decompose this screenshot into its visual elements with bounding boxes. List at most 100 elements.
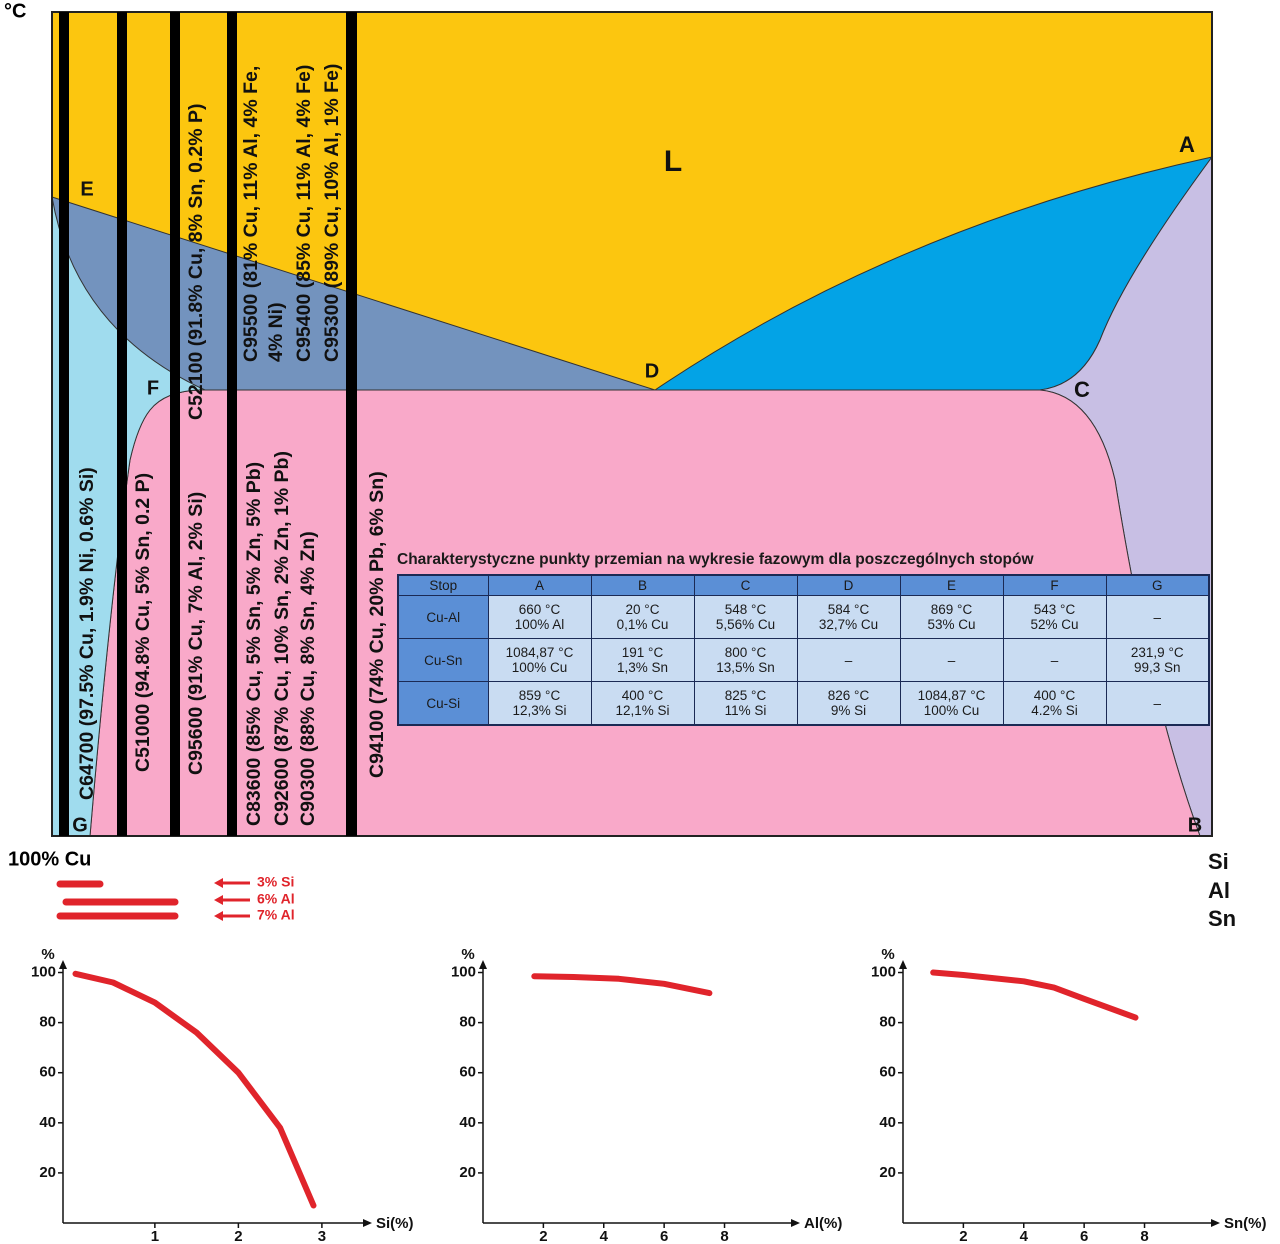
- point-label: E: [80, 178, 93, 200]
- data-cell: 231,9 °C 99,3 Sn: [1105, 638, 1210, 682]
- row-header-cell: Cu-Al: [397, 595, 489, 639]
- y-axis-arrow: [899, 960, 907, 969]
- alloy-label: C95400 (85% Cu, 11% Al, 4% Fe): [293, 65, 315, 362]
- alloy-label: 4% Ni): [265, 302, 287, 362]
- y-axis-arrow: [59, 960, 67, 969]
- cell-line: 32,7% Cu: [818, 617, 879, 632]
- cell-line: 584 °C: [827, 602, 870, 617]
- cell-line: Cu-Al: [426, 609, 461, 625]
- point-label: B: [1188, 814, 1202, 836]
- cell-line: 5,56% Cu: [715, 617, 776, 632]
- header-cell: A: [487, 574, 592, 596]
- cell-line: 52% Cu: [1030, 617, 1079, 632]
- x-axis-arrow: [791, 1219, 800, 1227]
- unit-label: °C: [4, 0, 26, 22]
- addition-label: 3% Si: [257, 874, 294, 890]
- cell-line: 800 °C: [724, 645, 767, 660]
- cell-line: 548 °C: [724, 602, 767, 617]
- y-tick-label: 80: [459, 1014, 476, 1031]
- x-tick-label: 2: [234, 1228, 242, 1244]
- header-cell: E: [899, 574, 1004, 596]
- alloy-bar: [170, 12, 180, 836]
- table-block: Charakterystyczne punkty przemian na wyk…: [397, 548, 1210, 726]
- data-cell: –: [1105, 681, 1210, 726]
- cell-line: 0,1% Cu: [616, 617, 669, 632]
- data-cell: 660 °C 100% Al: [487, 595, 592, 639]
- y-tick-label: 80: [879, 1014, 896, 1031]
- y-tick-label: 20: [879, 1164, 896, 1181]
- x-tick-label: 8: [1140, 1228, 1148, 1244]
- y-tick-label: 100: [871, 963, 896, 980]
- table-row: Cu-Al 660 °C 100% Al 20 °C 0,1% Cu 548 °C 5,56…: [397, 595, 1210, 639]
- cell-line: 400 °C: [621, 688, 664, 703]
- cell-line: 826 °C: [827, 688, 870, 703]
- x-tick-label: 6: [1080, 1228, 1088, 1244]
- alloy-bar: [227, 12, 237, 836]
- data-cell: 1084,87 °C 100% Cu: [487, 638, 592, 682]
- cell-line: Cu-Si: [426, 695, 461, 711]
- alloy-label: C52100 (91.8% Cu, 8% Sn, 0.2% P): [185, 104, 207, 420]
- y-axis-arrow: [479, 960, 487, 969]
- cell-line: 12,3% Si: [512, 703, 567, 718]
- y-tick-label: 40: [39, 1114, 56, 1131]
- addition-arrow-head: [214, 911, 223, 921]
- y-axis-label: %: [41, 946, 54, 963]
- cell-line: 191 °C: [621, 645, 664, 660]
- header-cell: Stop: [397, 574, 489, 596]
- data-cell: 400 °C 4.2% Si: [1002, 681, 1107, 726]
- element-label: Sn: [1208, 906, 1236, 931]
- y-tick-label: 60: [39, 1064, 56, 1081]
- data-line: [531, 973, 713, 997]
- data-cell: –: [1002, 638, 1107, 682]
- data-cell: 800 °C 13,5% Sn: [693, 638, 798, 682]
- addition-arrow-head: [214, 878, 223, 888]
- cell-line: 869 °C: [930, 602, 973, 617]
- alloy-bar: [117, 12, 127, 836]
- cell-line: –: [947, 652, 956, 668]
- cell-line: 20 °C: [625, 602, 660, 617]
- header-cell: D: [796, 574, 901, 596]
- cell-line: 1084,87 °C: [917, 688, 986, 703]
- cell-line: 53% Cu: [927, 617, 976, 632]
- x-tick-label: 4: [600, 1228, 609, 1244]
- data-cell: 1084,87 °C 100% Cu: [899, 681, 1004, 726]
- element-label: Al: [1208, 878, 1230, 903]
- y-tick-label: 40: [879, 1114, 896, 1131]
- alloy-label: C92600 (87% Cu, 10% Sn, 2% Zn, 1% Pb): [271, 451, 293, 826]
- x-tick-label: 3: [318, 1228, 326, 1244]
- alloy-label: C94100 (74% Cu, 20% Pb, 6% Sn): [366, 471, 388, 778]
- cell-line: –: [1153, 695, 1161, 711]
- point-label: A: [1179, 132, 1195, 157]
- x-tick-label: 6: [660, 1228, 668, 1244]
- alloy-label: C51000 (94.8% Cu, 5% Sn, 0.2 P): [132, 473, 154, 772]
- alloy-label: C83600 (85% Cu, 5% Sn, 5% Zn, 5% Pb): [243, 462, 265, 826]
- data-cell: 543 °C 52% Cu: [1002, 595, 1107, 639]
- data-cell: 869 °C 53% Cu: [899, 595, 1004, 639]
- x-tick-label: 2: [959, 1228, 967, 1244]
- phase-region: [51, 196, 206, 837]
- y-tick-label: 100: [31, 963, 56, 980]
- cell-line: 660 °C: [518, 602, 561, 617]
- element-label: Si: [1208, 849, 1229, 874]
- y-tick-label: 60: [879, 1064, 896, 1081]
- addition-arrow-head: [214, 895, 223, 905]
- cell-line: 825 °C: [724, 688, 767, 703]
- base-label: 100% Cu: [8, 848, 91, 870]
- data-line: [72, 970, 317, 1209]
- data-cell: 584 °C 32,7% Cu: [796, 595, 901, 639]
- y-axis-label: %: [881, 946, 894, 963]
- alloy-label: C64700 (97.5% Cu, 1.9% Ni, 0.6% Si): [76, 467, 98, 800]
- cell-line: 100% Cu: [511, 660, 568, 675]
- data-cell: –: [1105, 595, 1210, 639]
- x-tick-label: 1: [151, 1228, 159, 1244]
- diagram-frame: [51, 11, 1213, 837]
- data-cell: –: [796, 638, 901, 682]
- table: Stop A B C D E F G Cu-Al 660 °C 100% Al 20 °C 0,1% C…: [397, 574, 1210, 726]
- table-title: Charakterystyczne punkty przemian na wyk…: [397, 551, 1034, 568]
- cell-line: 4.2% Si: [1031, 703, 1078, 718]
- table-row: Cu-Sn 1084,87 °C 100% Cu 191 °C 1,3% Sn 800 °…: [397, 638, 1210, 682]
- header-cell: F: [1002, 574, 1107, 596]
- y-tick-label: 60: [459, 1064, 476, 1081]
- cell-line: –: [1050, 652, 1059, 668]
